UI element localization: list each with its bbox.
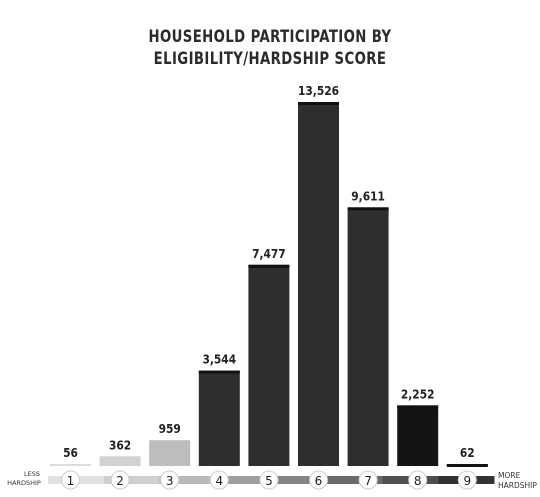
axis-tick-circle-3: [160, 470, 180, 490]
value-label-7: 9,611: [351, 189, 385, 204]
x-tick-label-1: 1: [67, 474, 75, 488]
axis-gradient-segment: [215, 476, 272, 484]
axis-tick-circle-2: [110, 470, 130, 490]
x-tick-label-8: 8: [414, 474, 422, 488]
bar-8: [397, 405, 439, 466]
value-label-1: 56: [63, 445, 78, 460]
axis-left-label-line-2: HARDSHIP: [7, 479, 41, 487]
x-tick-label-7: 7: [364, 474, 372, 488]
axis-tick-circle-8: [408, 470, 428, 490]
axis-right-label-line-2: HARDSHIP: [498, 481, 537, 490]
bar-top-edge-5: [248, 264, 290, 268]
bar-7: [347, 207, 389, 466]
axis-tick-circle-1: [61, 470, 80, 490]
bar-top-edge-7: [347, 207, 389, 211]
axis-left-label-line-1: LESS: [24, 470, 40, 478]
value-label-4: 3,544: [202, 352, 236, 367]
value-label-2: 362: [109, 437, 131, 452]
value-label-8: 2,252: [401, 387, 435, 402]
axis-gradient-segment: [271, 476, 328, 484]
value-label-9: 62: [460, 445, 475, 460]
bar-6: [298, 102, 339, 466]
axis-gradient-segment: [326, 476, 383, 484]
x-tick-label-6: 6: [315, 474, 323, 488]
x-tick-label-4: 4: [215, 474, 223, 488]
axis-tick-circle-6: [309, 470, 328, 490]
bar-1: [50, 464, 91, 466]
x-tick-label-5: 5: [265, 474, 273, 488]
bar-top-edge-9: [446, 464, 488, 467]
x-tick-label-9: 9: [463, 474, 471, 488]
bar-top-edge-8: [397, 405, 439, 409]
axis-tick-circle-4: [209, 470, 229, 490]
chart-title-line-1: HOUSEHOLD PARTICIPATION BY: [148, 27, 392, 47]
axis-tick-circle-5: [259, 470, 279, 490]
value-label-6: 13,526: [298, 83, 339, 98]
value-label-3: 959: [159, 421, 181, 436]
bar-top-edge-6: [298, 102, 339, 105]
axis-right-label-line-1: MORE: [498, 471, 521, 480]
axis-tick-circle-7: [358, 470, 378, 490]
axis-gradient-segment: [103, 476, 160, 484]
axis-gradient-segment: [159, 476, 216, 484]
axis-tick-circle-9: [457, 470, 477, 490]
chart-title-line-2: ELIGIBILITY/HARDSHIP SCORE: [153, 49, 387, 69]
bar-3: [149, 440, 191, 466]
bar-4: [198, 370, 240, 466]
bar-5: [248, 264, 290, 466]
x-tick-label-2: 2: [116, 474, 124, 488]
value-label-5: 7,477: [252, 246, 286, 261]
x-tick-label-3: 3: [166, 474, 174, 488]
bar-top-edge-4: [198, 370, 240, 374]
bar-2: [99, 456, 141, 466]
